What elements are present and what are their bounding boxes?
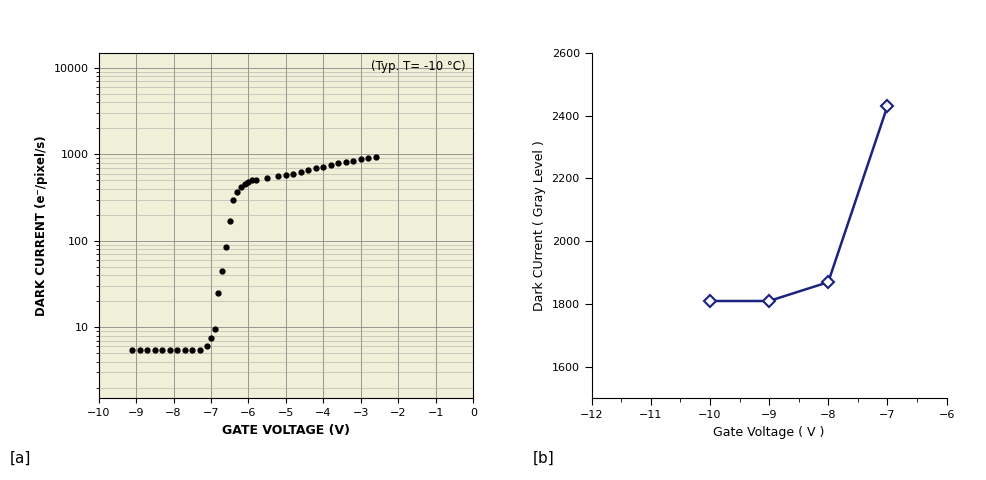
X-axis label: Gate Voltage ( V ): Gate Voltage ( V ) [714, 426, 824, 439]
X-axis label: GATE VOLTAGE (V): GATE VOLTAGE (V) [222, 424, 350, 437]
Text: [a]: [a] [10, 451, 32, 466]
Y-axis label: Dark CUrrent ( Gray Level ): Dark CUrrent ( Gray Level ) [533, 140, 546, 311]
Text: [b]: [b] [532, 451, 554, 466]
Text: (Typ. T= -10 °C): (Typ. T= -10 °C) [371, 60, 465, 72]
Y-axis label: DARK CURRENT (e⁻/pixel/s): DARK CURRENT (e⁻/pixel/s) [35, 135, 48, 316]
